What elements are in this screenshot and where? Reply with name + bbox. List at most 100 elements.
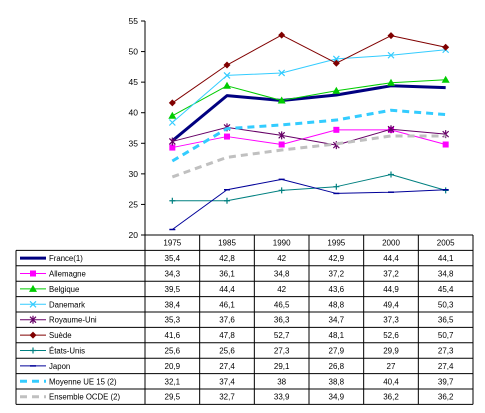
series-line <box>172 129 446 149</box>
legend-key <box>20 347 46 354</box>
data-point <box>333 126 340 133</box>
data-label: 42,9 <box>329 254 345 263</box>
data-point <box>278 141 285 148</box>
y-tick-label: 45 <box>129 77 139 87</box>
data-point <box>223 71 231 79</box>
y-tick-label: 35 <box>129 138 139 148</box>
data-point <box>332 55 340 63</box>
data-label: 44,4 <box>383 254 399 263</box>
data-label: 41,6 <box>165 331 181 340</box>
series-line <box>172 178 446 230</box>
data-point <box>168 111 177 119</box>
data-label: 44,4 <box>219 285 235 294</box>
data-point <box>29 300 37 308</box>
data-point <box>387 125 395 134</box>
legend-label: Allemagne <box>49 270 86 279</box>
data-point <box>278 31 286 39</box>
x-tick-label: 1985 <box>218 239 236 248</box>
data-label: 37,2 <box>383 270 399 279</box>
legend-key <box>20 300 46 308</box>
data-label: 36,3 <box>274 316 290 325</box>
x-tick-label: 1975 <box>163 239 181 248</box>
series-line <box>172 126 446 146</box>
data-label: 45,4 <box>438 285 454 294</box>
data-point <box>224 197 230 204</box>
series-line <box>171 134 446 179</box>
data-point <box>30 347 36 354</box>
series-3 <box>168 75 450 119</box>
legend-label: Belgique <box>49 285 79 294</box>
data-label: 36,5 <box>438 316 454 325</box>
x-tick-label: 1990 <box>273 239 291 248</box>
data-point <box>29 331 37 339</box>
legend-label: Royaume-Uni <box>49 316 97 325</box>
data-point <box>278 187 285 194</box>
data-label: 27,3 <box>274 347 290 356</box>
data-label: 27,4 <box>438 362 454 371</box>
data-label: 39,7 <box>438 377 454 386</box>
series-line <box>171 84 446 142</box>
data-label: 29,9 <box>383 347 399 356</box>
data-label: 48,8 <box>329 300 345 309</box>
data-point <box>29 315 37 324</box>
data-point <box>169 144 176 151</box>
data-label: 39,5 <box>165 285 181 294</box>
data-label: 52,6 <box>383 331 399 340</box>
legend-label: Ensemble OCDE (2) <box>49 393 120 402</box>
legend-label: Danemark <box>49 300 85 309</box>
data-label: 38 <box>277 377 286 386</box>
legend-label: Moyenne UE 15 (2) <box>49 377 117 386</box>
y-axis: 20 25 30 35 40 45 50 55 <box>129 16 146 240</box>
data-label: 42 <box>277 285 286 294</box>
data-label: 42 <box>277 254 286 263</box>
x-tick-label: 2000 <box>382 239 400 248</box>
data-label: 37,2 <box>329 270 345 279</box>
data-label: 46,5 <box>274 300 290 309</box>
y-tick-label: 30 <box>129 169 139 179</box>
data-point <box>442 141 449 148</box>
series-9 <box>171 108 446 163</box>
data-label: 50,7 <box>438 331 454 340</box>
data-point <box>224 133 230 140</box>
data-label: 48,1 <box>329 331 345 340</box>
data-label: 34,8 <box>438 270 454 279</box>
data-point <box>333 183 340 190</box>
data-label: 27,3 <box>438 347 454 356</box>
data-label: 44,9 <box>383 285 399 294</box>
data-label: 25,6 <box>165 347 181 356</box>
x-tick-label: 1995 <box>327 239 345 248</box>
data-label: 29,1 <box>274 362 290 371</box>
data-point <box>168 99 176 107</box>
data-point <box>278 131 286 140</box>
data-label: 43,6 <box>329 285 345 294</box>
series-5 <box>168 123 450 150</box>
data-point <box>332 59 340 67</box>
data-label: 40,4 <box>383 377 399 386</box>
data-point <box>332 86 341 94</box>
legend-label: Suède <box>49 331 72 340</box>
series-line <box>172 49 446 123</box>
data-label: 29,5 <box>165 393 181 402</box>
data-label: 38,4 <box>165 300 181 309</box>
data-label: 52,7 <box>274 331 290 340</box>
data-label: 35,4 <box>165 254 181 263</box>
data-label: 26,8 <box>329 362 345 371</box>
series-7 <box>169 171 449 204</box>
data-point <box>441 75 450 83</box>
data-point <box>277 96 286 104</box>
legend-label: France(1) <box>49 254 83 263</box>
series-line <box>172 173 446 202</box>
legend-key <box>20 284 46 292</box>
data-label: 32,1 <box>165 377 181 386</box>
data-point <box>168 137 176 146</box>
series-line <box>171 108 446 163</box>
data-table: 1975 1985 1990 1995 2000 2005 France(1) 35,4 42,… <box>15 234 474 405</box>
legend-label: Japon <box>49 362 70 371</box>
data-label: 25,6 <box>219 347 235 356</box>
data-label: 37,4 <box>219 377 235 386</box>
data-label: 34,3 <box>165 270 181 279</box>
data-point <box>168 119 176 126</box>
data-label: 27,9 <box>329 347 345 356</box>
series-10 <box>171 134 446 179</box>
